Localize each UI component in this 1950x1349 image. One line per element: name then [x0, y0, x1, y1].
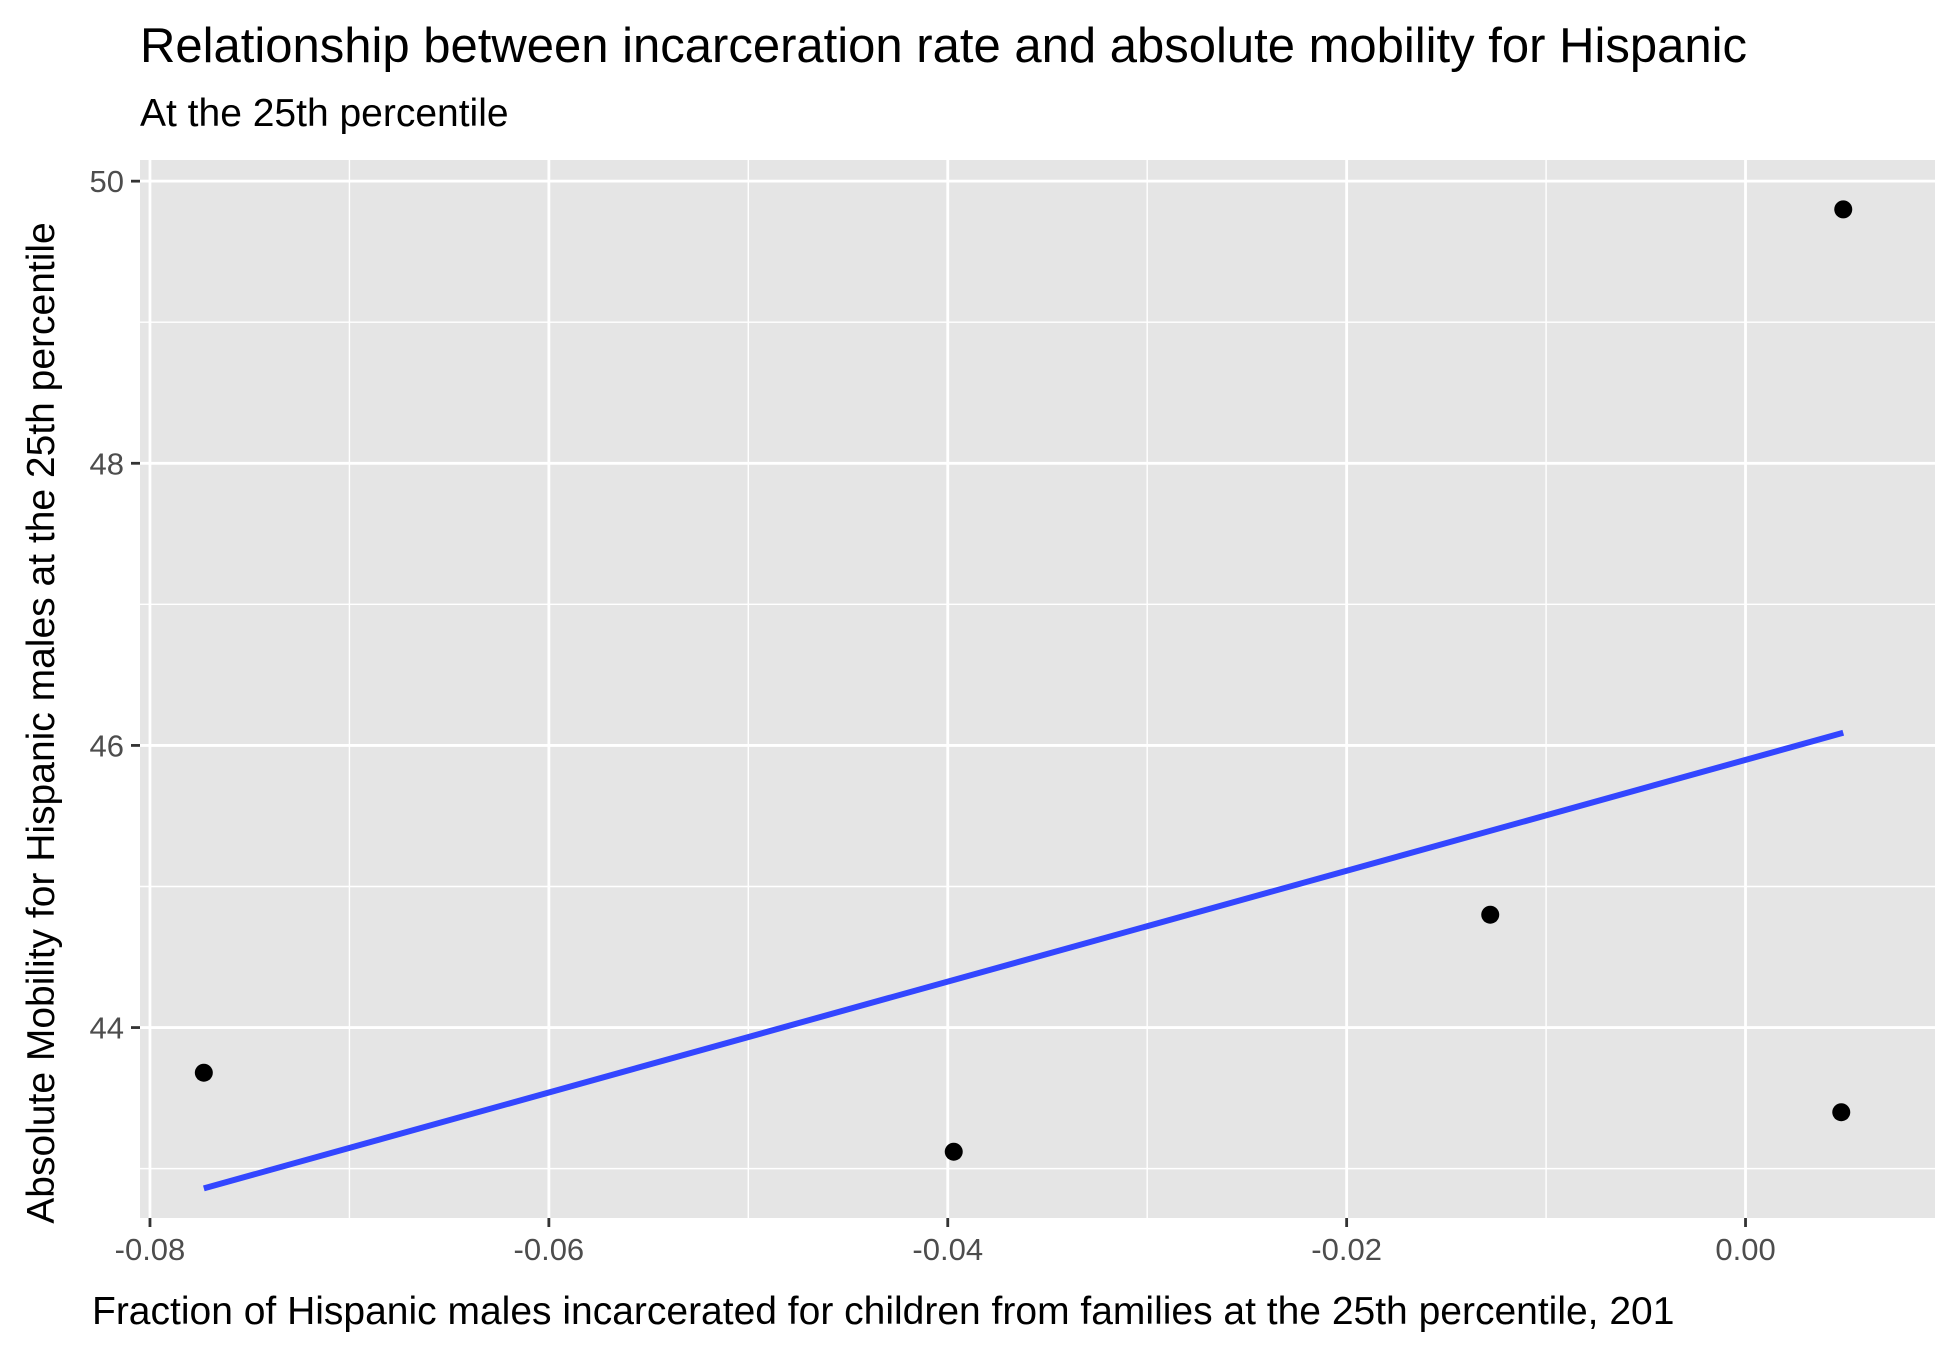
plot-panel — [140, 160, 1935, 1218]
y-tick-label: 46 — [90, 728, 124, 763]
y-tick-label: 48 — [90, 446, 124, 481]
chart-title: Relationship between incarceration rate … — [140, 19, 1747, 73]
data-point — [194, 1063, 213, 1082]
data-point — [1834, 200, 1853, 219]
tick-labels: -0.08 -0.06 -0.04 -0.02 0.00 44 46 48 50 — [90, 164, 1776, 1267]
chart-subtitle: At the 25th percentile — [140, 92, 509, 135]
x-tick-label: -0.04 — [912, 1232, 983, 1267]
data-point — [1481, 905, 1500, 924]
major-gridlines — [140, 160, 1935, 1218]
x-tick-label: -0.02 — [1311, 1232, 1382, 1267]
data-point — [944, 1142, 963, 1161]
trend-line — [203, 729, 1845, 1192]
data-points — [194, 200, 1853, 1161]
y-tick-label: 44 — [90, 1011, 124, 1046]
data-point — [1832, 1103, 1851, 1122]
x-tick-label: -0.08 — [115, 1232, 186, 1267]
x-tick-label: -0.06 — [514, 1232, 585, 1267]
minor-gridlines — [140, 160, 1935, 1218]
trend-line-group — [203, 729, 1845, 1192]
y-tick-label: 50 — [90, 164, 124, 199]
axis-ticks — [131, 179, 1747, 1227]
x-axis-label: Fraction of Hispanic males incarcerated … — [92, 1290, 1675, 1333]
x-tick-label: 0.00 — [1715, 1232, 1775, 1267]
